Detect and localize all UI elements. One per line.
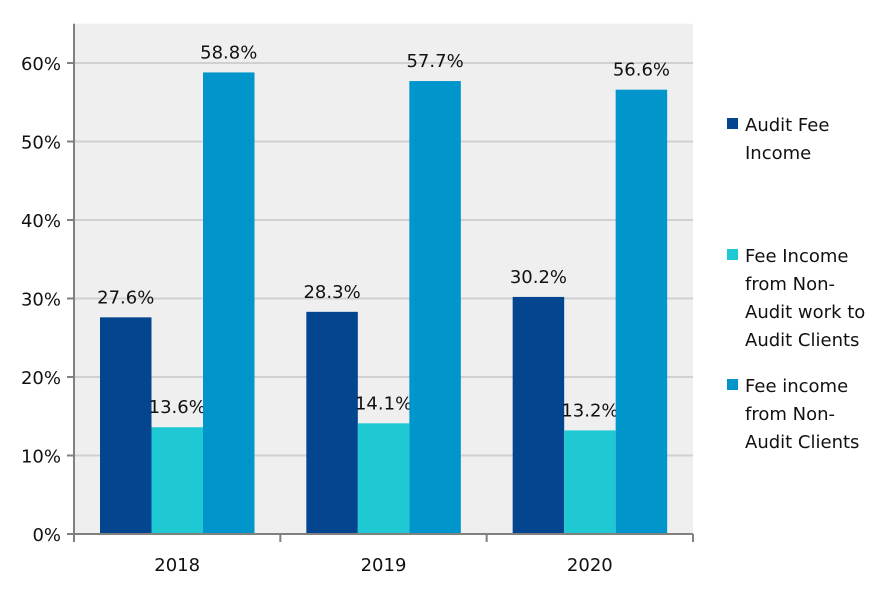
bar xyxy=(409,81,461,535)
data-label: 30.2% xyxy=(510,267,567,288)
data-label: 57.7% xyxy=(406,51,463,72)
bar xyxy=(100,317,152,534)
bar xyxy=(512,296,565,534)
legend-swatch xyxy=(727,249,738,260)
data-label: 14.1% xyxy=(355,393,412,414)
y-tick-label: 40% xyxy=(21,211,61,232)
legend-label: from Non- xyxy=(745,274,835,295)
y-tick-label: 20% xyxy=(21,368,61,389)
legend-label: Income xyxy=(745,143,811,164)
x-tick-label: 2020 xyxy=(567,555,613,576)
bar xyxy=(151,427,203,534)
bar xyxy=(564,430,616,534)
bar xyxy=(306,311,358,534)
legend-label: Audit work to xyxy=(745,302,865,323)
data-label: 27.6% xyxy=(97,287,154,308)
data-label: 28.3% xyxy=(303,282,360,303)
y-tick-label: 30% xyxy=(21,290,61,311)
y-tick-label: 50% xyxy=(21,133,61,154)
bar xyxy=(357,423,410,534)
legend-label: from Non- xyxy=(745,404,835,425)
legend-swatch xyxy=(727,379,738,390)
legend-label: Audit Fee xyxy=(745,115,829,136)
data-label: 56.6% xyxy=(613,60,670,81)
bar xyxy=(203,72,255,535)
legend-swatch xyxy=(727,118,738,129)
data-label: 13.6% xyxy=(149,397,206,418)
legend-label: Audit Clients xyxy=(745,330,859,351)
legend-label: Fee Income xyxy=(745,246,848,267)
y-tick-label: 10% xyxy=(21,447,61,468)
bar xyxy=(615,89,668,534)
y-tick-label: 0% xyxy=(32,525,61,546)
x-tick-label: 2018 xyxy=(154,555,200,576)
legend-label: Fee income xyxy=(745,376,848,397)
x-tick-label: 2019 xyxy=(361,555,407,576)
data-label: 58.8% xyxy=(200,42,257,63)
y-tick-label: 60% xyxy=(21,54,61,75)
legend-label: Audit Clients xyxy=(745,432,859,453)
data-label: 13.2% xyxy=(561,400,618,421)
